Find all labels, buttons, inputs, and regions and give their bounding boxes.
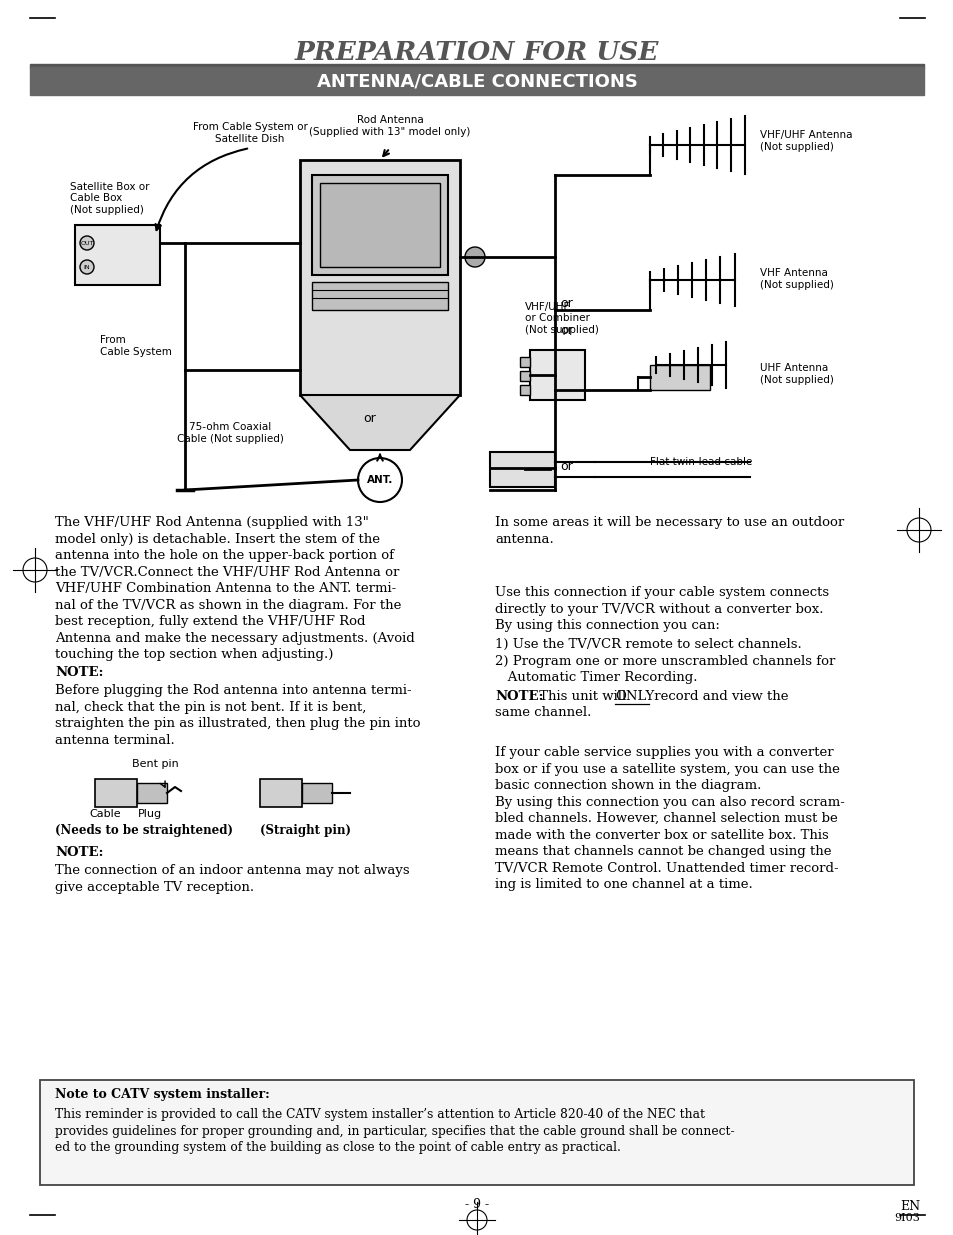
Circle shape bbox=[80, 236, 94, 249]
Text: NOTE:: NOTE: bbox=[55, 666, 103, 679]
Bar bbox=[530, 350, 584, 400]
Text: This reminder is provided to call the CATV system installer’s attention to Artic: This reminder is provided to call the CA… bbox=[55, 1108, 734, 1153]
Text: record and view the: record and view the bbox=[649, 690, 788, 703]
Bar bbox=[519, 357, 530, 367]
Text: (Straight pin): (Straight pin) bbox=[260, 824, 351, 837]
Text: If your cable service supplies you with a converter
box or if you use a satellit: If your cable service supplies you with … bbox=[495, 746, 844, 890]
Polygon shape bbox=[299, 395, 459, 450]
Text: Cable: Cable bbox=[89, 809, 121, 819]
Text: VHF Antenna
(Not supplied): VHF Antenna (Not supplied) bbox=[760, 268, 833, 289]
Bar bbox=[75, 225, 160, 285]
Text: or: or bbox=[559, 296, 572, 310]
Text: From Cable System or
Satellite Dish: From Cable System or Satellite Dish bbox=[193, 122, 307, 143]
Circle shape bbox=[464, 247, 484, 267]
Text: PREPARATION FOR USE: PREPARATION FOR USE bbox=[294, 40, 659, 64]
Text: Bent pin: Bent pin bbox=[132, 760, 178, 769]
Text: or: or bbox=[559, 459, 572, 473]
Text: From
Cable System: From Cable System bbox=[100, 335, 172, 357]
Bar bbox=[40, 1079, 913, 1186]
Bar bbox=[312, 282, 448, 310]
Bar bbox=[319, 183, 439, 267]
Text: 9I03: 9I03 bbox=[893, 1213, 919, 1223]
Text: Rod Antenna
(Supplied with 13" model only): Rod Antenna (Supplied with 13" model onl… bbox=[309, 115, 470, 137]
Text: The VHF/UHF Rod Antenna (supplied with 13"
model only) is detachable. Insert the: The VHF/UHF Rod Antenna (supplied with 1… bbox=[55, 516, 415, 661]
Text: This unit will: This unit will bbox=[535, 690, 630, 703]
Text: UHF Antenna
(Not supplied): UHF Antenna (Not supplied) bbox=[760, 363, 833, 384]
Bar bbox=[490, 452, 555, 487]
Bar bbox=[519, 370, 530, 382]
Text: - 9 -: - 9 - bbox=[464, 1198, 489, 1212]
Text: ONLY: ONLY bbox=[615, 690, 654, 703]
Text: Use this connection if your cable system connects
directly to your TV/VCR withou: Use this connection if your cable system… bbox=[495, 585, 828, 632]
Text: Plug: Plug bbox=[138, 809, 162, 819]
Circle shape bbox=[80, 261, 94, 274]
Text: In some areas it will be necessary to use an outdoor
antenna.: In some areas it will be necessary to us… bbox=[495, 516, 843, 546]
Text: same channel.: same channel. bbox=[495, 706, 591, 719]
Bar bbox=[260, 779, 302, 806]
Bar bbox=[519, 385, 530, 395]
Text: IN: IN bbox=[84, 264, 91, 269]
Bar bbox=[649, 366, 709, 390]
Text: (Needs to be straightened): (Needs to be straightened) bbox=[55, 824, 233, 837]
Text: or: or bbox=[363, 411, 376, 425]
Bar bbox=[299, 161, 459, 395]
Circle shape bbox=[357, 458, 401, 501]
Bar bbox=[302, 783, 332, 803]
Bar bbox=[30, 67, 923, 95]
Text: Note to CATV system installer:: Note to CATV system installer: bbox=[55, 1088, 270, 1100]
Text: 75-ohm Coaxial
Cable (Not supplied): 75-ohm Coaxial Cable (Not supplied) bbox=[176, 422, 283, 443]
Text: OUT: OUT bbox=[80, 241, 93, 246]
Text: 1) Use the TV/VCR remote to select channels.
2) Program one or more unscrambled : 1) Use the TV/VCR remote to select chann… bbox=[495, 638, 835, 684]
Bar bbox=[312, 175, 448, 275]
Text: ANT.: ANT. bbox=[366, 475, 393, 485]
Bar bbox=[137, 783, 167, 803]
Text: Before plugging the Rod antenna into antenna termi-
nal, check that the pin is n: Before plugging the Rod antenna into ant… bbox=[55, 684, 420, 746]
Text: The connection of an indoor antenna may not always
give acceptable TV reception.: The connection of an indoor antenna may … bbox=[55, 864, 409, 893]
Text: NOTE:: NOTE: bbox=[55, 846, 103, 860]
Text: VHF/UHF
or Combiner
(Not supplied): VHF/UHF or Combiner (Not supplied) bbox=[524, 301, 598, 335]
Bar bbox=[30, 64, 923, 68]
Text: or: or bbox=[559, 324, 572, 336]
Text: Flat twin-lead cable: Flat twin-lead cable bbox=[649, 457, 752, 467]
Text: NOTE:: NOTE: bbox=[495, 690, 543, 703]
Text: VHF/UHF Antenna
(Not supplied): VHF/UHF Antenna (Not supplied) bbox=[760, 130, 852, 152]
Text: ANTENNA/CABLE CONNECTIONS: ANTENNA/CABLE CONNECTIONS bbox=[316, 72, 637, 90]
Text: Satellite Box or
Cable Box
(Not supplied): Satellite Box or Cable Box (Not supplied… bbox=[70, 182, 150, 215]
Text: EN: EN bbox=[899, 1200, 919, 1213]
Bar bbox=[95, 779, 137, 806]
